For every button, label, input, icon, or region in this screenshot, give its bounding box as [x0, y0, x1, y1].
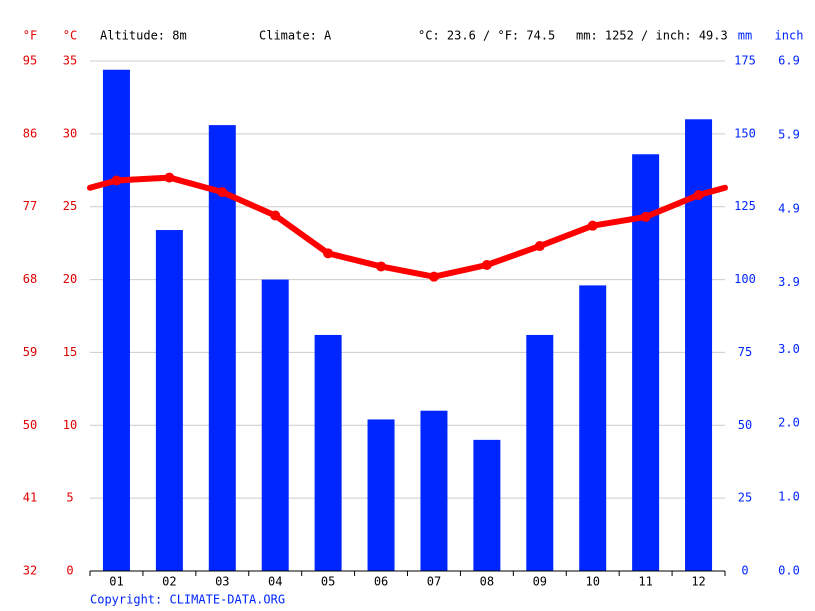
precipitation-bar	[155, 230, 183, 571]
x-tick-label: 08	[480, 575, 494, 589]
precipitation-bar	[208, 125, 236, 571]
temperature-point	[428, 271, 439, 282]
y-tick-label: 0	[66, 564, 73, 578]
y-tick-label: 6.9	[778, 54, 800, 68]
y-tick-label: 32	[23, 564, 37, 578]
precipitation-bar	[367, 419, 395, 571]
x-tick-label: 12	[691, 575, 705, 589]
y-tick-label: 2.0	[778, 416, 800, 430]
temperature-point	[111, 175, 122, 186]
y-tick-label: 86	[23, 126, 37, 140]
temperature-point	[164, 172, 175, 183]
y-tick-label: 125	[734, 199, 756, 213]
precipitation-bar	[314, 334, 342, 571]
header-temperature: °C: 23.6 / °F: 74.5	[418, 29, 555, 43]
y-tick-label: 150	[734, 126, 756, 140]
y-tick-label: 3.0	[778, 342, 800, 356]
header-precipitation: mm: 1252 / inch: 49.3	[576, 29, 728, 43]
y-tick-label: 3.9	[778, 275, 800, 289]
y-tick-label: 95	[23, 54, 37, 68]
x-tick-label: 03	[215, 575, 229, 589]
precipitation-bar	[420, 410, 448, 571]
x-tick-label: 02	[162, 575, 176, 589]
y-tick-label: 75	[738, 345, 752, 359]
y-tick-label: 10	[63, 418, 77, 432]
y-tick-label: 59	[23, 345, 37, 359]
y-tick-label: 77	[23, 199, 37, 213]
y-tick-label: 0.0	[778, 564, 800, 578]
x-tick-label: 10	[585, 575, 599, 589]
y-tick-label: 1.0	[778, 490, 800, 504]
y-tick-label: 50	[738, 418, 752, 432]
precipitation-bar	[526, 334, 554, 571]
x-tick-label: 09	[533, 575, 547, 589]
x-tick-label: 01	[109, 575, 123, 589]
axis-unit-label: inch	[775, 29, 804, 43]
header-climate: Climate: A	[259, 29, 332, 43]
x-tick-label: 11	[638, 575, 652, 589]
y-tick-label: 15	[63, 345, 77, 359]
temperature-point	[481, 260, 492, 270]
temperature-point	[693, 190, 704, 201]
y-tick-label: 5.9	[778, 127, 800, 141]
y-tick-label: 0	[741, 564, 748, 578]
precipitation-bar	[261, 279, 289, 571]
temperature-point	[323, 248, 334, 259]
copyright: Copyright: CLIMATE-DATA.ORG	[90, 593, 285, 607]
temperature-point	[270, 210, 281, 221]
y-tick-label: 175	[734, 54, 756, 68]
y-tick-label: 100	[734, 272, 756, 286]
y-tick-label: 30	[63, 126, 77, 140]
temperature-point	[640, 211, 651, 222]
x-tick-label: 07	[427, 575, 441, 589]
precipitation-bar	[579, 285, 607, 571]
axis-unit-label: °C	[63, 29, 77, 43]
temperature-line	[116, 174, 700, 280]
precipitation-bar	[102, 69, 130, 571]
y-tick-label: 25	[738, 491, 752, 505]
y-tick-label: 41	[23, 491, 37, 505]
temperature-point	[376, 261, 387, 272]
temperature-point	[534, 241, 545, 252]
y-tick-label: 20	[63, 272, 77, 286]
x-tick-label: 05	[321, 575, 335, 589]
y-tick-label: 68	[23, 272, 37, 286]
y-tick-label: 35	[63, 54, 77, 68]
y-tick-label: 25	[63, 199, 77, 213]
x-tick-label: 06	[374, 575, 388, 589]
precipitation-bar	[473, 439, 501, 571]
temperature-point	[217, 187, 228, 198]
y-tick-label: 50	[23, 418, 37, 432]
x-tick-label: 04	[268, 575, 282, 589]
y-tick-label: 5	[66, 491, 73, 505]
axis-unit-label: mm	[738, 29, 752, 43]
precipitation-bar	[685, 119, 713, 572]
temperature-point	[587, 220, 598, 231]
axis-unit-label: °F	[23, 29, 37, 43]
header-altitude: Altitude: 8m	[100, 29, 187, 43]
precipitation-bar	[632, 154, 660, 571]
y-tick-label: 4.9	[778, 201, 800, 215]
